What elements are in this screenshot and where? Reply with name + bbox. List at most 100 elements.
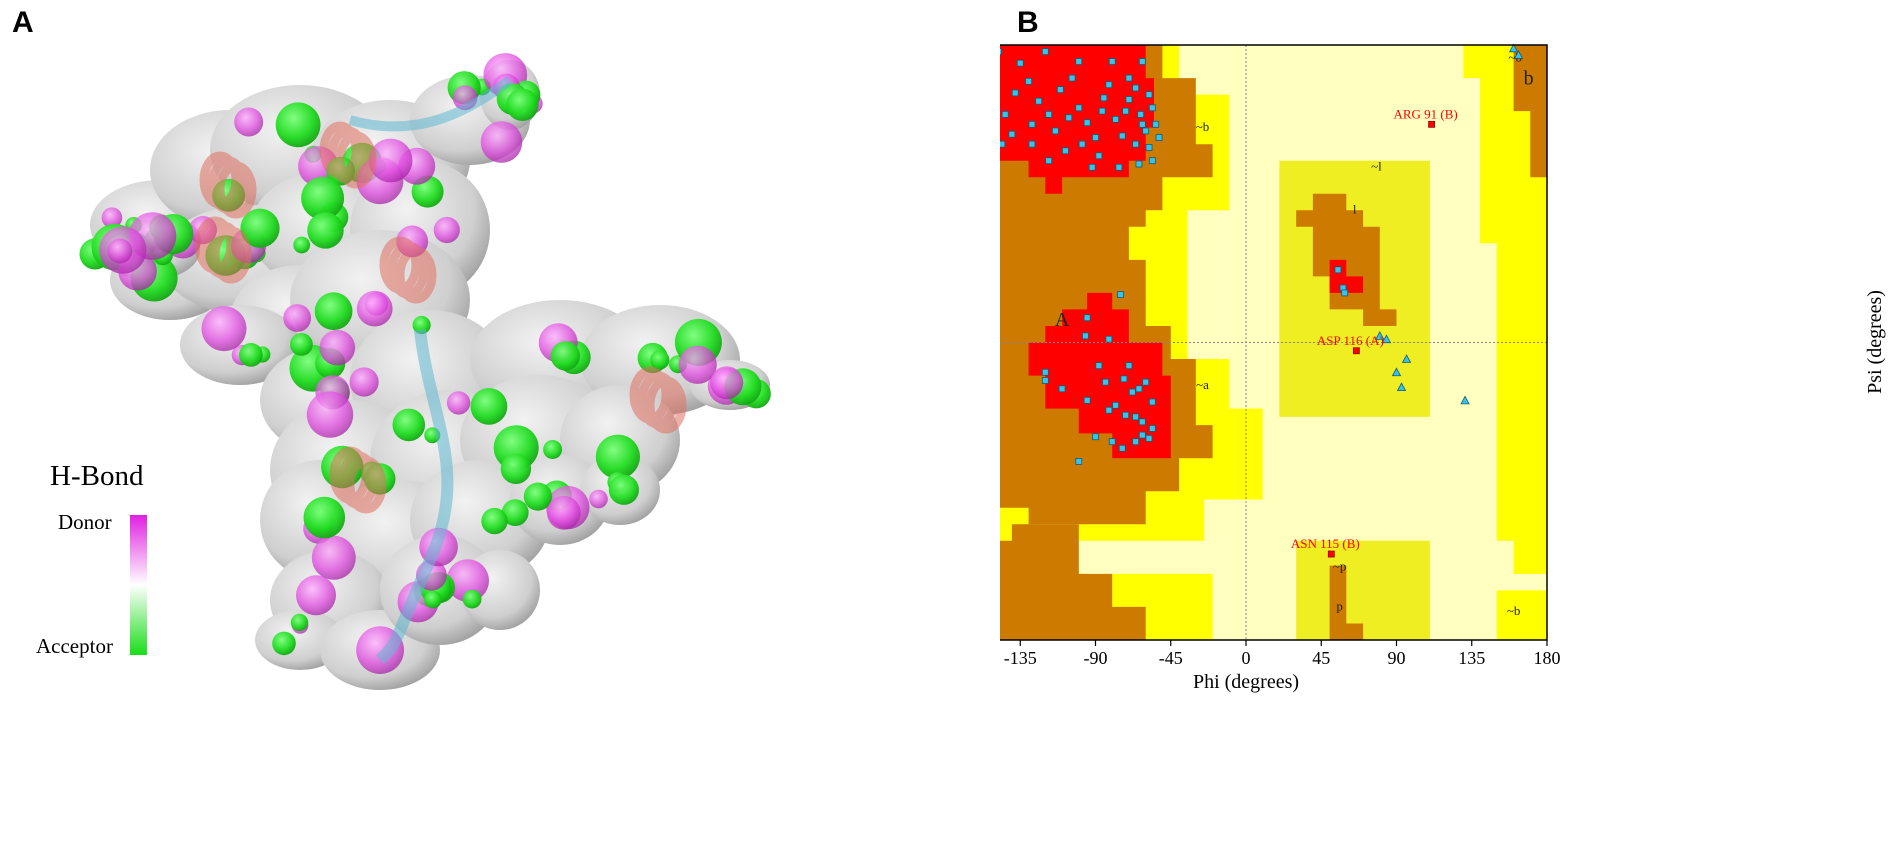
outlier-label: ASP 116 (A) [1317, 333, 1384, 348]
hbond-legend: H-Bond Donor Acceptor [36, 460, 147, 658]
acceptor-patch [301, 176, 345, 220]
acceptor-patch [462, 589, 482, 609]
strand-ribbon [348, 75, 513, 132]
residue-point [1045, 157, 1053, 165]
residue-point [1095, 152, 1103, 160]
donor-patch [306, 391, 354, 438]
acceptor-patch [293, 236, 311, 254]
residue-point [1112, 401, 1119, 409]
donor-patch [368, 138, 413, 183]
donor-patch [678, 345, 717, 384]
donor-patch [446, 559, 490, 602]
glycine-point [1391, 367, 1402, 377]
acceptor-patch [272, 631, 296, 656]
acceptor-patch [481, 507, 508, 535]
residue-point [1135, 160, 1143, 168]
residue-point [1155, 134, 1163, 141]
residue-point [1000, 140, 1006, 148]
residue-point [1145, 91, 1153, 98]
helix-ribbon [215, 161, 257, 219]
residue-point [1122, 411, 1129, 419]
residue-point [1125, 362, 1133, 370]
residue-point [1041, 48, 1049, 56]
region-label: ~p [1333, 559, 1347, 574]
donor-patch [710, 366, 744, 400]
residue-point [1118, 444, 1126, 452]
x-tick-label: -90 [1084, 648, 1108, 668]
region-allowed-p [1329, 565, 1364, 640]
x-tick-label: 45 [1312, 648, 1330, 668]
strand-ribbon [375, 329, 454, 665]
acceptor-patch [608, 474, 640, 505]
residue-point [1148, 398, 1156, 406]
panel-a-letter: A [12, 6, 34, 39]
residue-point [1045, 111, 1053, 118]
region-label: A [1055, 309, 1070, 331]
residue-point [1078, 140, 1086, 148]
region-label: ~b [1507, 603, 1521, 618]
residue-point [1082, 332, 1089, 340]
x-tick-label: 90 [1388, 648, 1406, 668]
acceptor-patch [290, 333, 313, 356]
residue-point [1145, 434, 1153, 442]
panel-b-letter: B [1017, 6, 1039, 39]
region-label: ~a [1196, 377, 1209, 392]
residue-point [1092, 433, 1099, 441]
glycine-point [1381, 334, 1392, 344]
residue-point [1102, 378, 1109, 386]
residue-point [1148, 425, 1156, 432]
acceptor-patch [412, 315, 431, 335]
acceptor-patch [550, 341, 581, 371]
residue-point [1095, 362, 1103, 370]
acceptor-patch [650, 350, 670, 370]
donor-patch [296, 575, 336, 616]
protein-surface-figure: H-Bond Donor Acceptor [36, 53, 771, 690]
region-core-beta [1000, 45, 1154, 194]
helix-ribbon [210, 226, 252, 284]
acceptor-patch [239, 343, 263, 367]
residue-point [1112, 115, 1119, 123]
residue-point [1334, 266, 1342, 274]
region-label: ~l [1371, 159, 1382, 174]
legend-color-bar [130, 515, 147, 655]
acceptor-patch [392, 408, 426, 442]
residue-point [1122, 107, 1129, 115]
residue-point [1142, 378, 1150, 386]
donor-patch [107, 238, 133, 264]
region-labels: Bb~bAa~a~ll~bb~bb~pp~b [1055, 50, 1534, 619]
donor-patch [201, 306, 247, 352]
outlier-point [1327, 550, 1335, 558]
acceptor-patch [595, 434, 641, 479]
x-tick-label: -135 [1004, 648, 1037, 668]
residue-point [1065, 114, 1073, 122]
residue-point [1138, 120, 1146, 128]
legend-title: H-Bond [50, 460, 144, 492]
residue-point [1108, 438, 1116, 446]
residue-point [1132, 413, 1140, 421]
region-allowed-l [1296, 193, 1397, 326]
residue-point [1108, 58, 1116, 65]
secondary-structure-ribbons [194, 75, 687, 665]
residue-point [1016, 59, 1024, 67]
region-generous-right-bottom [1496, 590, 1547, 640]
region-label: b [1524, 68, 1534, 90]
donor-patch [446, 391, 471, 415]
residue-point [1132, 84, 1140, 92]
residue-point [1118, 132, 1126, 140]
residue-point [1145, 144, 1153, 151]
residue-point [1083, 119, 1091, 127]
residue-point [1132, 438, 1140, 446]
donor-patch [283, 304, 312, 332]
residue-point [1088, 163, 1096, 171]
region-generous-right [1463, 45, 1547, 574]
helix-ribbon [345, 456, 387, 514]
donor-patch [433, 216, 460, 244]
residue-point [1000, 48, 1002, 56]
legend-top-label: Donor [58, 510, 112, 534]
donor-patch [101, 207, 123, 228]
residue-point [1062, 147, 1069, 155]
residue-point [1341, 289, 1349, 297]
donor-patch [480, 121, 523, 163]
residue-point [1041, 368, 1049, 376]
